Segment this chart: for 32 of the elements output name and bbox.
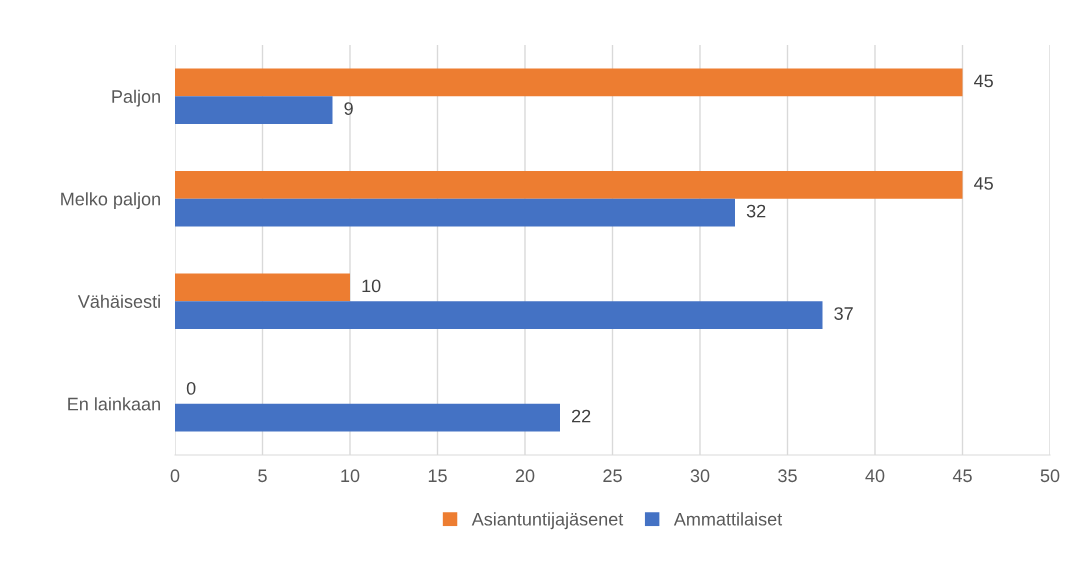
bar <box>175 198 735 227</box>
x-tick-label: 5 <box>258 469 267 483</box>
data-label: 45 <box>974 74 993 88</box>
x-tick-label: 50 <box>1040 469 1060 483</box>
y-tick-label: Melko paljon <box>61 192 160 210</box>
x-tick-label: 15 <box>428 469 447 483</box>
data-label: 0 <box>186 381 196 395</box>
x-tick-label: 10 <box>341 469 360 483</box>
legend-label: Ammattilaiset <box>673 512 783 526</box>
x-tick-label: 45 <box>952 469 972 483</box>
x-tick-label: 40 <box>865 469 885 483</box>
y-tick-label: Vähäisesti <box>77 294 160 308</box>
x-tick-label: 0 <box>170 469 180 483</box>
data-label: 10 <box>362 279 381 293</box>
bar <box>175 171 963 199</box>
data-label: 37 <box>834 307 853 320</box>
legend-label: Asiantuntijajäsenet <box>471 512 624 530</box>
data-label: 32 <box>746 204 766 218</box>
data-label: 22 <box>572 409 591 423</box>
x-tick-label: 25 <box>603 469 622 483</box>
bar <box>175 301 823 329</box>
data-label: 45 <box>974 177 993 190</box>
bar <box>175 96 333 124</box>
y-tick-label: En lainkaan <box>68 397 160 411</box>
bar <box>175 273 350 302</box>
bar <box>175 68 963 97</box>
x-tick-label: 35 <box>778 469 797 483</box>
x-tick-label: 20 <box>515 469 535 483</box>
x-tick-label: 30 <box>690 469 710 483</box>
data-label: 9 <box>344 102 353 115</box>
y-tick-label: Paljon <box>112 89 160 107</box>
bar <box>175 403 560 432</box>
